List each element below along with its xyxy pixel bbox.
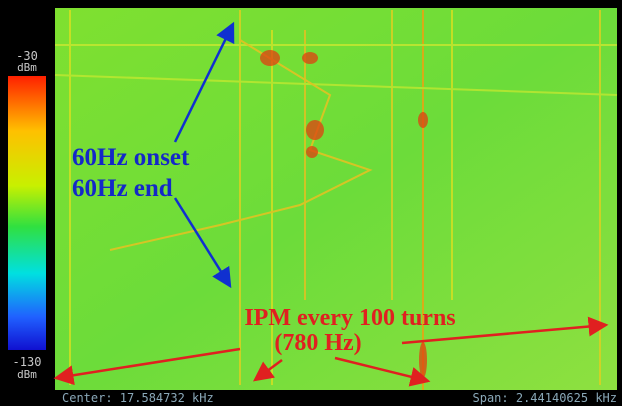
footer-span: Span: 2.44140625 kHz — [473, 391, 618, 405]
footer-center: Center: 17.584732 kHz — [62, 391, 214, 405]
annotation: 60Hz end — [72, 175, 173, 202]
colorbar-min: -130 — [13, 355, 42, 369]
annotation: IPM every 100 turns — [244, 305, 455, 331]
colorbar-unit: dBm — [17, 368, 37, 381]
colorbar-unit: dBm — [17, 61, 37, 74]
colorbar — [8, 76, 46, 350]
annotation: 60Hz onset — [72, 144, 190, 171]
annotation: (780 Hz) — [274, 330, 361, 356]
spectrogram-screen: -30 dBm -130 dBm 60Hz onset 60Hz end IPM… — [0, 0, 622, 406]
